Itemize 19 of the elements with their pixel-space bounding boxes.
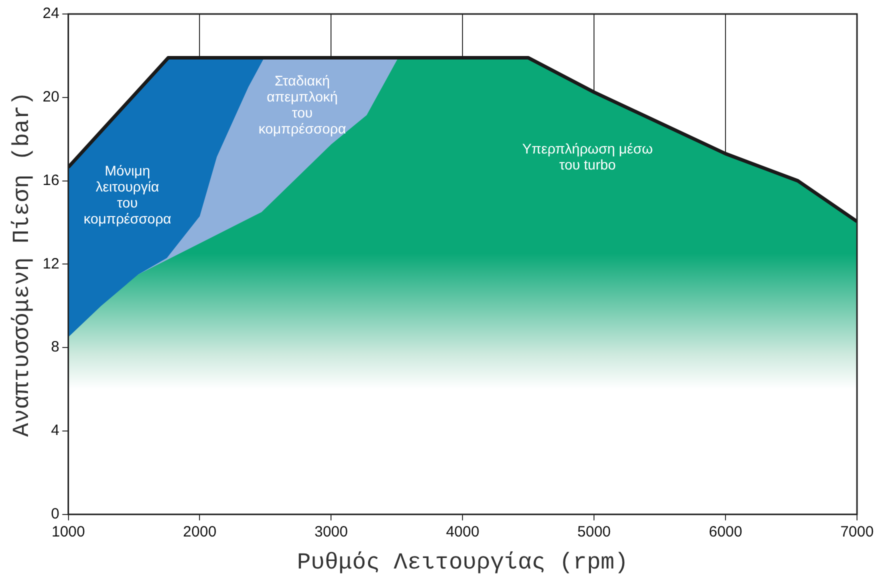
y-tick-label: 12 (42, 255, 60, 272)
x-axis-title: Ρυθμός Λειτουργίας (rpm) (297, 549, 628, 576)
series-label: Μόνιμη λειτουργία του κομπρέσσορα (84, 162, 172, 226)
y-tick-label: 16 (42, 172, 60, 189)
y-tick-label: 0 (50, 506, 60, 523)
x-tick-label: 7000 (840, 524, 874, 541)
y-tick-label: 8 (50, 338, 60, 356)
x-tick-label: 2000 (183, 524, 216, 541)
x-tick-label: 3000 (314, 524, 348, 541)
x-tick-label: 5000 (577, 524, 611, 541)
y-tick-label: 24 (42, 5, 60, 22)
x-tick-label: 4000 (446, 524, 480, 541)
y-tick-label: 20 (42, 88, 60, 106)
series-label: Σταδιακή απεμπλοκή του κομπρέσσορα (258, 72, 346, 137)
y-tick-label: 4 (50, 422, 60, 440)
y-axis-title: Αναπτυσσόμενη Πίεση (bar) (8, 92, 35, 437)
x-tick-label: 6000 (708, 524, 742, 541)
x-tick-label: 1000 (52, 524, 85, 541)
series-label: Υπερπλήρωση μέσω του turbo (522, 140, 653, 173)
